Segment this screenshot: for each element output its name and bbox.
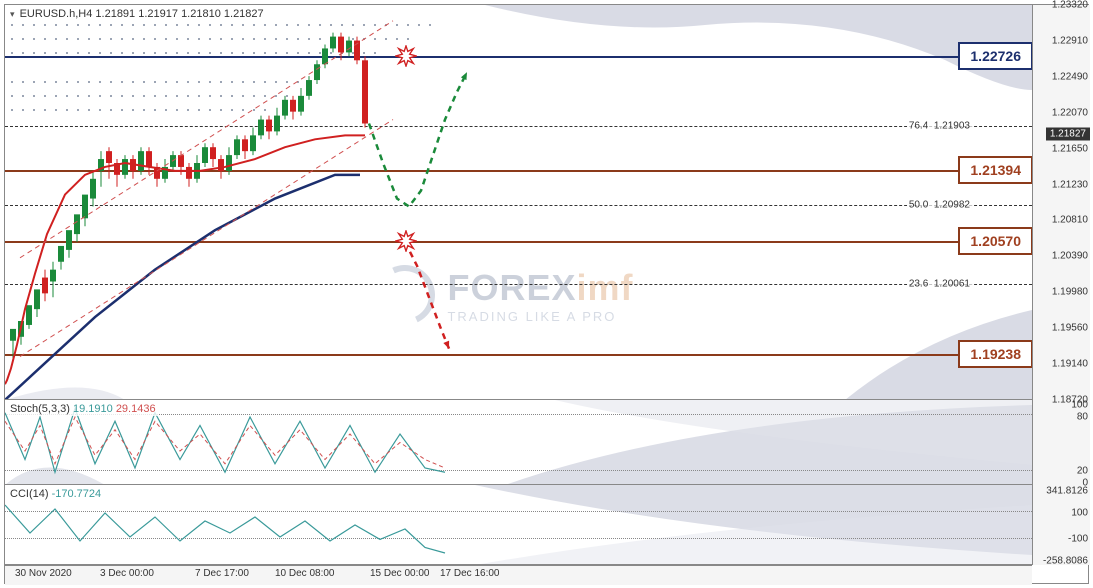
current-price-marker: 1.21827 [1046,128,1090,141]
support-box-3: 1.19238 [958,340,1032,368]
time-tick: 7 Dec 17:00 [195,568,249,579]
chart-svg-layer [5,5,1032,400]
stoch-20-line [5,470,1032,471]
cci-tick: 100 [1071,508,1088,519]
price-tick: 1.19980 [1052,287,1088,298]
cci-cloud [5,485,1032,565]
stoch-cloud [5,400,1032,485]
support-line-3 [5,354,1032,356]
time-tick: 15 Dec 00:00 [370,568,430,579]
ohlc-high: 1.21917 [138,8,178,20]
support-line-2 [5,241,1032,243]
fib-764-line [5,126,1032,127]
burst-icon [395,230,417,252]
fib-764-label: 76.4 1.21903 [907,121,972,132]
fib-236-label: 23.6 1.20061 [907,278,972,289]
resistance-box: 1.22726 [958,42,1032,70]
price-tick: 1.22070 [1052,107,1088,118]
stoch-svg [5,400,1032,485]
burst-icon [395,45,417,67]
cci-panel[interactable]: CCI(14) -170.7724 [5,485,1032,565]
wm-brand-b: imf [576,267,633,308]
resistance-line [5,56,1032,58]
cci-100-line [5,511,1032,512]
ohlc-open: 1.21891 [95,8,135,20]
cci-tick: 341.8126 [1046,486,1088,497]
ohlc-low: 1.21810 [181,8,221,20]
stoch-80-line [5,414,1032,415]
time-axis: 30 Nov 2020 3 Dec 00:00 7 Dec 17:00 10 Dec … [5,565,1032,585]
fib-500-label: 50.0 1.20982 [907,200,972,211]
chart-container: FOREXimf TRADING LIKE A PRO 76.4 1.21903… [4,4,1089,584]
main-price-panel[interactable]: FOREXimf TRADING LIKE A PRO 76.4 1.21903… [5,5,1032,400]
time-tick: 10 Dec 08:00 [275,568,335,579]
support-box-1: 1.21394 [958,156,1032,184]
price-tick: 1.19140 [1052,359,1088,370]
stoch-title: Stoch(5,3,3) 19.1910 29.1436 [7,402,159,416]
stoch-tick: 80 [1077,412,1088,423]
price-tick: 1.20390 [1052,251,1088,262]
price-tick: 1.23320 [1052,0,1088,11]
cci-tick: -100 [1068,534,1088,545]
price-tick: 1.22490 [1052,71,1088,82]
stoch-tick: 100 [1071,400,1088,411]
main-title-bar: ▾ EURUSD.h,H4 1.21891 1.21917 1.21810 1.… [7,7,267,21]
symbol-label: EURUSD.h,H4 [20,8,93,20]
cci-neg100-line [5,538,1032,539]
wm-tagline: TRADING LIKE A PRO [447,309,633,324]
cci-title: CCI(14) -170.7724 [7,487,104,501]
price-tick: 1.21230 [1052,179,1088,190]
price-axis: 1.233201.229101.224901.220701.216501.212… [1032,5,1090,565]
fib-236-line [5,284,1032,285]
fib-500-line [5,205,1032,206]
cci-tick: -258.8086 [1043,556,1088,567]
cci-svg [5,485,1032,565]
price-tick: 1.20810 [1052,215,1088,226]
cloud-overlay [5,5,1032,400]
stoch-tick: 20 [1077,466,1088,477]
support-box-2: 1.20570 [958,227,1032,255]
price-tick: 1.22910 [1052,35,1088,46]
support-line-1 [5,170,1032,172]
time-tick: 17 Dec 16:00 [440,568,500,579]
stoch-panel[interactable]: Stoch(5,3,3) 19.1910 29.1436 [5,400,1032,485]
price-tick: 1.19560 [1052,323,1088,334]
collapse-icon[interactable]: ▾ [10,9,15,19]
time-tick: 3 Dec 00:00 [100,568,154,579]
wm-brand-a: FOREX [447,267,576,308]
watermark: FOREXimf TRADING LIKE A PRO [375,265,633,325]
time-tick: 30 Nov 2020 [15,568,72,579]
price-tick: 1.21650 [1052,143,1088,154]
ohlc-close: 1.21827 [224,8,264,20]
